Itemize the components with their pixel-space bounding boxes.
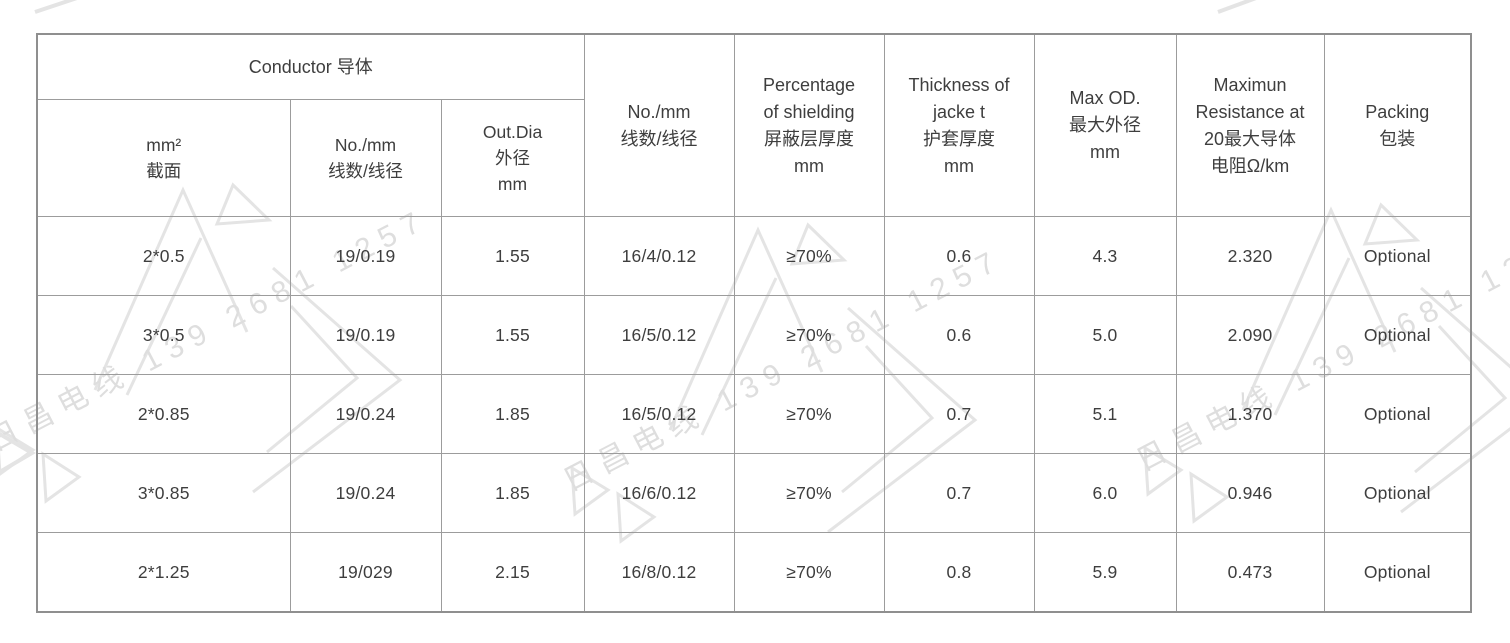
table-cell: 2*0.5 [36,216,291,296]
header-conductor-group: Conductor 导体 [36,33,585,100]
table-cell: 19/0.24 [289,453,442,533]
table-cell: 0.6 [883,295,1035,375]
table-row: 2*1.25 19/029 2.15 16/8/0.12 ≥70% 0.8 5.… [36,532,1472,613]
table-cell: 1.85 [440,453,585,533]
table-cell: Optional [1323,295,1472,375]
table-cell: Optional [1323,216,1472,296]
table-row: 2*0.5 19/0.19 1.55 16/4/0.12 ≥70% 0.6 4.… [36,216,1472,296]
table-cell: 0.6 [883,216,1035,296]
table-cell: 3*0.5 [36,295,291,375]
table-cell: 1.85 [440,374,585,454]
table-cell: 5.1 [1033,374,1177,454]
table-cell: 6.0 [1033,453,1177,533]
table-cell: 19/0.19 [289,295,442,375]
table-row: 3*0.85 19/0.24 1.85 16/6/0.12 ≥70% 0.7 6… [36,453,1472,533]
header-col-max-od: Max OD. 最大外径 mm [1033,33,1177,217]
table-cell: 0.473 [1175,532,1325,613]
table-cell: ≥70% [733,532,885,613]
table-cell: 0.946 [1175,453,1325,533]
table-cell: ≥70% [733,374,885,454]
watermark-fragment-left-edge-chevron [0,431,36,475]
table-cell: 16/8/0.12 [583,532,735,613]
table-cell: 16/5/0.12 [583,295,735,375]
table-cell: ≥70% [733,453,885,533]
header-col-jacket-thickness: Thickness of jacke t 护套厚度 mm [883,33,1035,217]
table-row: 2*0.85 19/0.24 1.85 16/5/0.12 ≥70% 0.7 5… [36,374,1472,454]
table-cell: 19/029 [289,532,442,613]
table-cell: 19/0.19 [289,216,442,296]
header-row-group: Conductor 导体 No./mm 线数/线径 Percentage of … [36,33,1472,217]
watermark-fragment-top-right [1217,0,1257,14]
table-cell: 4.3 [1033,216,1177,296]
header-col-conductor-no-mm: No./mm 线数/线径 [289,99,442,217]
watermark-fragment-top-left [34,0,78,14]
table-cell: 0.8 [883,532,1035,613]
table-cell: 16/5/0.12 [583,374,735,454]
table-cell: 1.55 [440,295,585,375]
table-cell: 16/4/0.12 [583,216,735,296]
table-cell: 2*0.85 [36,374,291,454]
table-cell: Optional [1323,532,1472,613]
table-cell: ≥70% [733,295,885,375]
table-row: 3*0.5 19/0.19 1.55 16/5/0.12 ≥70% 0.6 5.… [36,295,1472,375]
header-col-shield-no-mm: No./mm 线数/线径 [583,33,735,217]
table-cell: 0.7 [883,453,1035,533]
table-cell: 3*0.85 [36,453,291,533]
table-cell: 2.090 [1175,295,1325,375]
header-col-packing: Packing 包装 [1323,33,1472,217]
table-cell: 1.370 [1175,374,1325,454]
spec-table: Conductor 导体 No./mm 线数/线径 Percentage of … [36,33,1473,613]
table-cell: 5.9 [1033,532,1177,613]
table-cell: 2.15 [440,532,585,613]
table-cell: 2*1.25 [36,532,291,613]
table-cell: Optional [1323,453,1472,533]
table-cell: 2.320 [1175,216,1325,296]
table-cell: 0.7 [883,374,1035,454]
table-cell: 16/6/0.12 [583,453,735,533]
header-col-sqmm: mm² 截面 [36,99,291,217]
header-col-shield-percentage: Percentage of shielding 屏蔽层厚度 mm [733,33,885,217]
header-col-outdia: Out.Dia 外径 mm [440,99,585,217]
header-col-max-resistance: Maximun Resistance at 20最大导体 电阻Ω/km [1175,33,1325,217]
table-cell: ≥70% [733,216,885,296]
table-cell: 19/0.24 [289,374,442,454]
table-cell: 1.55 [440,216,585,296]
table-cell: Optional [1323,374,1472,454]
table-cell: 5.0 [1033,295,1177,375]
